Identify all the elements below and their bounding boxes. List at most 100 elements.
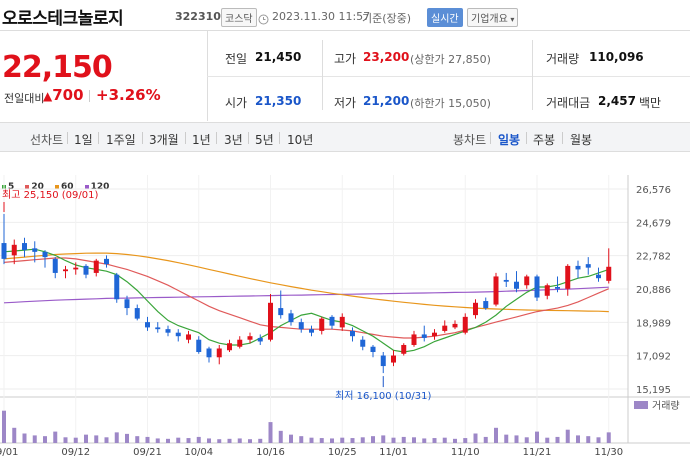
candle-body[interactable] (380, 355, 386, 367)
volume-bar[interactable] (391, 437, 396, 443)
candle-body[interactable] (22, 243, 27, 251)
candle-body[interactable] (268, 302, 273, 340)
volume-bar[interactable] (524, 437, 529, 443)
candle-body[interactable] (11, 244, 17, 256)
volume-bar[interactable] (84, 434, 88, 443)
period-10y-button[interactable]: 10년 (287, 133, 314, 147)
candle-body[interactable] (206, 348, 212, 358)
volume-bar[interactable] (114, 432, 119, 443)
candle-body[interactable] (493, 276, 499, 305)
volume-bar[interactable] (555, 436, 560, 443)
period-5y-button[interactable]: 5년 (255, 133, 274, 147)
candle-body[interactable] (42, 251, 48, 258)
candle-body[interactable] (473, 302, 478, 316)
candle-body[interactable] (278, 308, 284, 316)
candle-body[interactable] (514, 281, 519, 289)
volume-bar[interactable] (463, 438, 468, 443)
candle-body[interactable] (565, 265, 571, 289)
candle-body[interactable] (298, 322, 304, 330)
volume-bar[interactable] (586, 436, 591, 443)
candle-body[interactable] (93, 260, 99, 273)
candle-body[interactable] (421, 334, 427, 338)
candle-body[interactable] (329, 316, 335, 326)
candle-body[interactable] (483, 301, 489, 309)
candle-body[interactable] (104, 258, 109, 265)
realtime-button[interactable]: 실시간 (427, 8, 463, 27)
candle-body[interactable] (606, 266, 612, 281)
candle-body[interactable] (216, 348, 222, 358)
candle-body[interactable] (52, 258, 58, 273)
volume-bar[interactable] (606, 432, 611, 443)
volume-bar[interactable] (94, 435, 99, 443)
candle-body[interactable] (83, 265, 89, 275)
period-1w-button[interactable]: 1주일 (106, 133, 136, 147)
volume-bar[interactable] (494, 427, 498, 443)
candle-body[interactable] (350, 330, 355, 337)
candle-body[interactable] (257, 337, 263, 342)
volume-bar[interactable] (237, 438, 242, 443)
monthly-candle-button[interactable]: 월봉 (570, 133, 593, 147)
volume-bar[interactable] (340, 437, 345, 443)
volume-bar[interactable] (565, 429, 570, 443)
candle-body[interactable] (134, 308, 140, 319)
volume-bar[interactable] (545, 437, 550, 443)
candle-body[interactable] (145, 322, 150, 328)
volume-bar[interactable] (504, 434, 509, 443)
candle-body[interactable] (370, 346, 376, 353)
candle-body[interactable] (227, 343, 232, 351)
candle-body[interactable] (32, 248, 38, 252)
volume-bar[interactable] (166, 438, 170, 443)
volume-bar[interactable] (2, 410, 6, 443)
candle-body[interactable] (124, 299, 130, 309)
period-1y-button[interactable]: 1년 (192, 133, 211, 147)
volume-bar[interactable] (299, 436, 304, 443)
volume-bar[interactable] (401, 436, 406, 443)
volume-bar[interactable] (135, 436, 140, 443)
volume-bar[interactable] (432, 438, 437, 443)
volume-bar[interactable] (125, 433, 129, 443)
volume-bar[interactable] (442, 437, 447, 443)
candle-body[interactable] (575, 265, 581, 270)
volume-bar[interactable] (217, 439, 222, 443)
candle-body[interactable] (165, 329, 171, 333)
volume-bar[interactable] (155, 438, 160, 443)
candle-body[interactable] (432, 332, 437, 337)
volume-bar[interactable] (196, 436, 201, 443)
volume-bar[interactable] (278, 430, 283, 443)
candle-body[interactable] (401, 344, 407, 354)
period-3y-button[interactable]: 3년 (224, 133, 243, 147)
volume-bar[interactable] (596, 437, 601, 443)
candle-body[interactable] (596, 274, 601, 279)
candle-body[interactable] (288, 313, 294, 323)
candle-body[interactable] (503, 279, 509, 282)
candle-body[interactable] (585, 264, 591, 268)
volume-bar[interactable] (248, 439, 252, 443)
daily-candle-button[interactable]: 일봉 (498, 133, 521, 147)
volume-bar[interactable] (483, 436, 488, 443)
volume-bar[interactable] (330, 438, 334, 443)
candle-body[interactable] (319, 318, 325, 331)
volume-bar[interactable] (145, 436, 150, 443)
candle-body[interactable] (63, 269, 68, 272)
volume-bar[interactable] (227, 438, 232, 443)
volume-bar[interactable] (289, 434, 293, 443)
candle-body[interactable] (555, 286, 560, 289)
candle-body[interactable] (534, 276, 540, 298)
volume-bar[interactable] (576, 435, 580, 443)
candle-body[interactable] (73, 267, 79, 270)
volume-bar[interactable] (535, 431, 539, 443)
volume-bar[interactable] (309, 437, 314, 443)
candle-body[interactable] (196, 339, 202, 353)
volume-bar[interactable] (12, 427, 17, 443)
candle-body[interactable] (237, 339, 243, 347)
weekly-candle-button[interactable]: 주봉 (533, 133, 556, 147)
volume-bar[interactable] (73, 437, 78, 443)
volume-bar[interactable] (453, 438, 457, 443)
volume-bar[interactable] (207, 438, 211, 443)
volume-bar[interactable] (381, 435, 386, 443)
volume-bar[interactable] (371, 436, 375, 443)
volume-bar[interactable] (43, 436, 47, 443)
candle-body[interactable] (1, 243, 7, 259)
candle-body[interactable] (391, 355, 396, 363)
volume-bar[interactable] (104, 437, 109, 443)
